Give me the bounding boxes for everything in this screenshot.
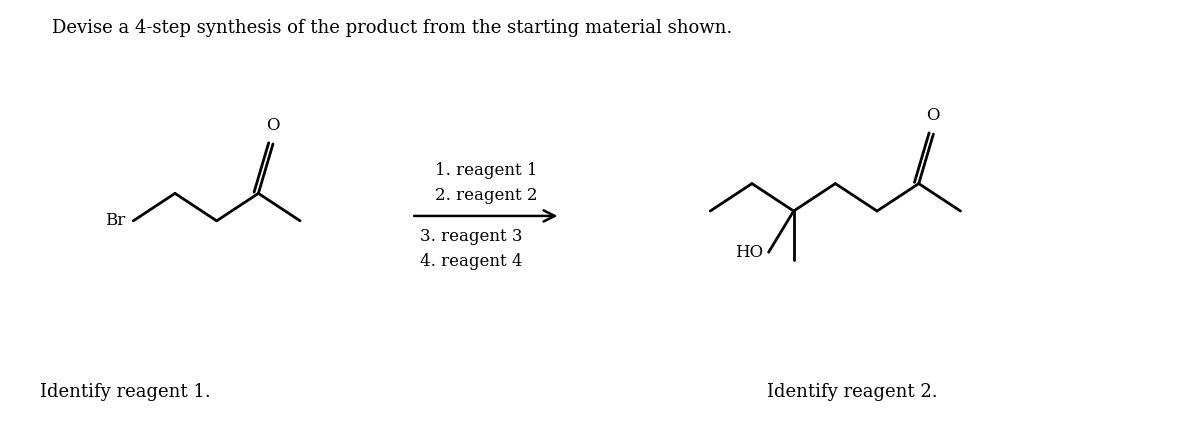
- Text: Identify reagent 1.: Identify reagent 1.: [40, 383, 211, 401]
- Text: 3. reagent 3
4. reagent 4: 3. reagent 3 4. reagent 4: [420, 228, 522, 270]
- Text: HO: HO: [736, 244, 763, 261]
- Text: 1. reagent 1
2. reagent 2: 1. reagent 1 2. reagent 2: [434, 162, 538, 204]
- Text: O: O: [266, 117, 280, 134]
- Text: Br: Br: [106, 212, 125, 229]
- Text: Devise a 4-step synthesis of the product from the starting material shown.: Devise a 4-step synthesis of the product…: [52, 19, 732, 37]
- Text: O: O: [926, 107, 940, 124]
- Text: Identify reagent 2.: Identify reagent 2.: [767, 383, 937, 401]
